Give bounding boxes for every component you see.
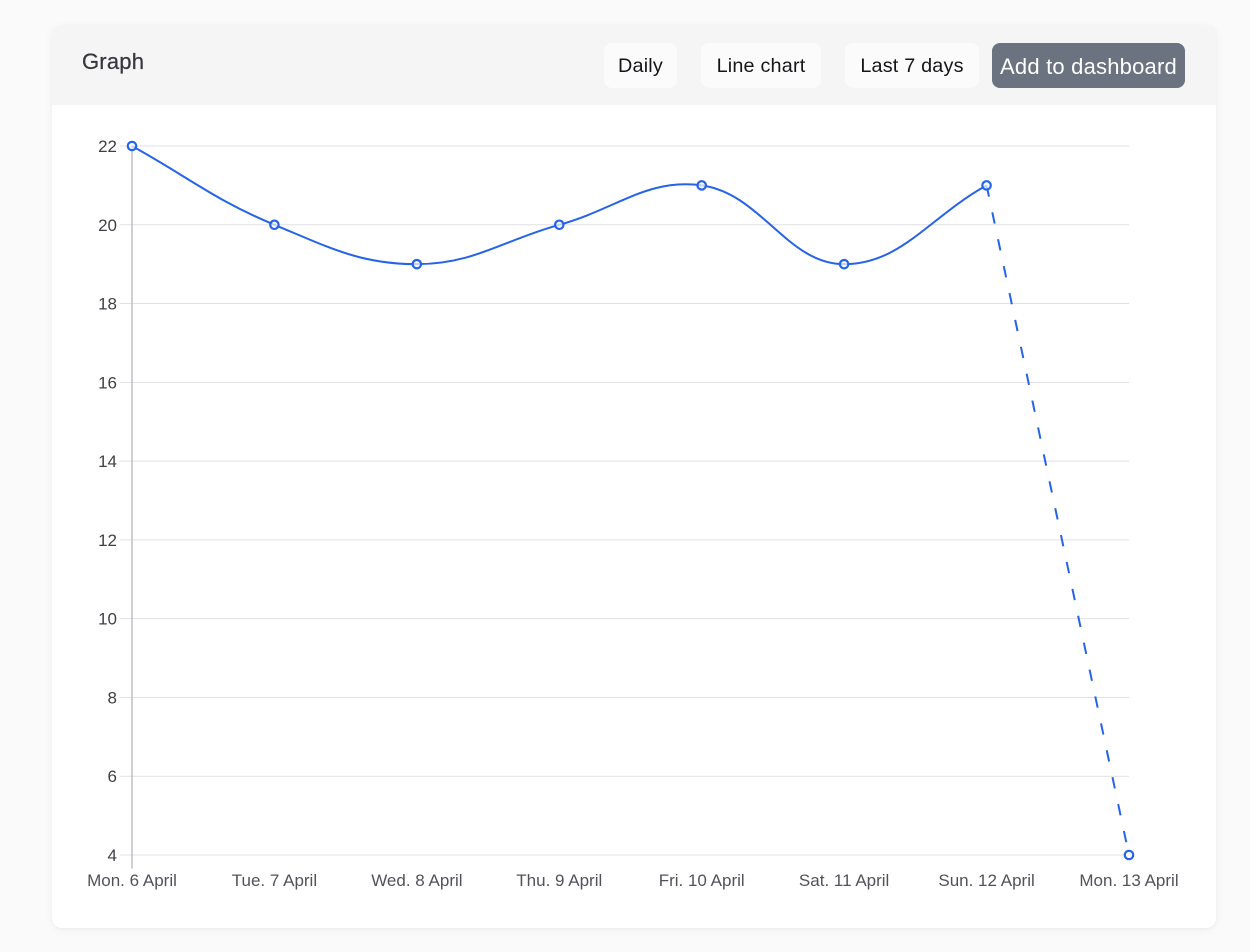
- svg-text:Tue. 7 April: Tue. 7 April: [232, 871, 317, 890]
- svg-text:Wed. 8 April: Wed. 8 April: [371, 871, 462, 890]
- svg-text:Fri. 10 April: Fri. 10 April: [659, 871, 745, 890]
- svg-text:12: 12: [98, 531, 117, 550]
- svg-text:Sun. 12 April: Sun. 12 April: [938, 871, 1034, 890]
- svg-text:10: 10: [98, 610, 117, 629]
- svg-text:22: 22: [98, 137, 117, 156]
- svg-text:14: 14: [98, 452, 117, 471]
- svg-text:Mon. 6 April: Mon. 6 April: [87, 871, 177, 890]
- svg-text:20: 20: [98, 216, 117, 235]
- svg-text:16: 16: [98, 373, 117, 392]
- svg-text:Thu. 9 April: Thu. 9 April: [516, 871, 602, 890]
- svg-text:4: 4: [108, 846, 117, 865]
- svg-text:Sat. 11 April: Sat. 11 April: [799, 871, 889, 890]
- svg-text:Mon. 13 April: Mon. 13 April: [1079, 871, 1178, 890]
- svg-text:6: 6: [108, 767, 117, 786]
- svg-text:18: 18: [98, 295, 117, 314]
- svg-text:8: 8: [108, 688, 117, 707]
